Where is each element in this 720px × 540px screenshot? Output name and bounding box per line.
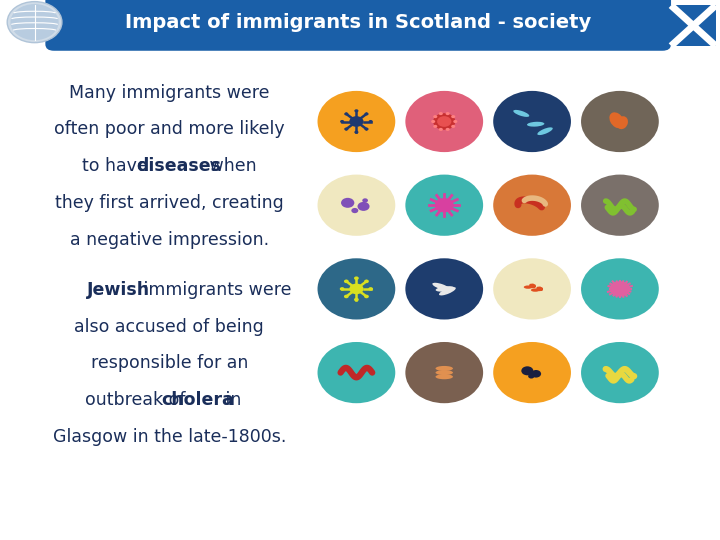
Text: also accused of being: also accused of being bbox=[74, 318, 264, 335]
Circle shape bbox=[454, 120, 457, 123]
Circle shape bbox=[451, 115, 455, 118]
Circle shape bbox=[521, 366, 534, 375]
Text: when: when bbox=[204, 157, 256, 175]
Circle shape bbox=[354, 276, 359, 280]
Circle shape bbox=[531, 370, 541, 377]
Circle shape bbox=[340, 120, 344, 123]
Text: responsible for an: responsible for an bbox=[91, 354, 248, 372]
Circle shape bbox=[369, 120, 373, 123]
Circle shape bbox=[437, 116, 451, 127]
Ellipse shape bbox=[405, 258, 483, 320]
Ellipse shape bbox=[432, 283, 450, 291]
Text: Glasgow in the late-1800s.: Glasgow in the late-1800s. bbox=[53, 428, 286, 445]
Circle shape bbox=[11, 4, 58, 40]
Bar bbox=[671, 5, 716, 46]
Circle shape bbox=[344, 112, 348, 116]
Ellipse shape bbox=[581, 91, 659, 152]
Ellipse shape bbox=[581, 342, 659, 403]
Ellipse shape bbox=[318, 174, 395, 236]
Text: often poor and more likely: often poor and more likely bbox=[54, 120, 284, 138]
Text: they first arrived, creating: they first arrived, creating bbox=[55, 194, 284, 212]
Ellipse shape bbox=[537, 127, 553, 135]
Circle shape bbox=[354, 131, 359, 134]
Circle shape bbox=[364, 112, 369, 116]
Ellipse shape bbox=[436, 366, 453, 371]
Ellipse shape bbox=[493, 91, 571, 152]
Ellipse shape bbox=[513, 110, 529, 117]
Ellipse shape bbox=[318, 258, 395, 320]
Circle shape bbox=[354, 109, 359, 112]
Text: Jewish: Jewish bbox=[87, 281, 150, 299]
Circle shape bbox=[446, 128, 450, 131]
Text: a negative impression.: a negative impression. bbox=[70, 231, 269, 248]
Circle shape bbox=[7, 2, 62, 43]
Circle shape bbox=[610, 281, 630, 296]
Ellipse shape bbox=[493, 342, 571, 403]
Text: diseases: diseases bbox=[136, 157, 221, 175]
Ellipse shape bbox=[609, 112, 624, 129]
Ellipse shape bbox=[436, 374, 453, 379]
Circle shape bbox=[364, 295, 369, 298]
Text: to have: to have bbox=[82, 157, 153, 175]
Circle shape bbox=[354, 298, 359, 301]
Text: in: in bbox=[220, 391, 241, 409]
Ellipse shape bbox=[439, 287, 456, 295]
Circle shape bbox=[344, 280, 348, 283]
Circle shape bbox=[349, 116, 364, 127]
Circle shape bbox=[344, 295, 348, 298]
Ellipse shape bbox=[405, 174, 483, 236]
Ellipse shape bbox=[531, 288, 539, 292]
Circle shape bbox=[433, 113, 455, 130]
Circle shape bbox=[438, 112, 443, 115]
Ellipse shape bbox=[318, 342, 395, 403]
Ellipse shape bbox=[616, 116, 628, 129]
Circle shape bbox=[341, 198, 354, 208]
Circle shape bbox=[340, 287, 344, 291]
Ellipse shape bbox=[581, 174, 659, 236]
Circle shape bbox=[358, 202, 369, 211]
Text: outbreak of: outbreak of bbox=[84, 391, 191, 409]
Circle shape bbox=[433, 125, 437, 128]
Circle shape bbox=[435, 198, 454, 212]
Ellipse shape bbox=[523, 286, 533, 289]
Circle shape bbox=[451, 125, 455, 128]
FancyBboxPatch shape bbox=[45, 0, 671, 51]
Circle shape bbox=[528, 374, 534, 379]
Ellipse shape bbox=[436, 370, 453, 375]
Circle shape bbox=[438, 128, 443, 131]
Text: immigrants were: immigrants were bbox=[138, 281, 291, 299]
Text: Many immigrants were: Many immigrants were bbox=[69, 84, 269, 102]
Ellipse shape bbox=[405, 91, 483, 152]
Ellipse shape bbox=[527, 122, 544, 127]
Text: Impact of immigrants in Scotland - society: Impact of immigrants in Scotland - socie… bbox=[125, 12, 591, 32]
Circle shape bbox=[431, 120, 435, 123]
Circle shape bbox=[362, 198, 368, 202]
Circle shape bbox=[433, 115, 437, 118]
Circle shape bbox=[344, 127, 348, 131]
Circle shape bbox=[364, 127, 369, 131]
Ellipse shape bbox=[436, 286, 454, 292]
Ellipse shape bbox=[405, 342, 483, 403]
Circle shape bbox=[369, 287, 373, 291]
Circle shape bbox=[446, 112, 450, 115]
Ellipse shape bbox=[493, 174, 571, 236]
Text: cholera: cholera bbox=[161, 391, 234, 409]
Circle shape bbox=[349, 284, 364, 294]
Circle shape bbox=[364, 280, 369, 283]
Ellipse shape bbox=[318, 91, 395, 152]
Ellipse shape bbox=[493, 258, 571, 320]
Ellipse shape bbox=[581, 258, 659, 320]
Circle shape bbox=[351, 208, 359, 213]
